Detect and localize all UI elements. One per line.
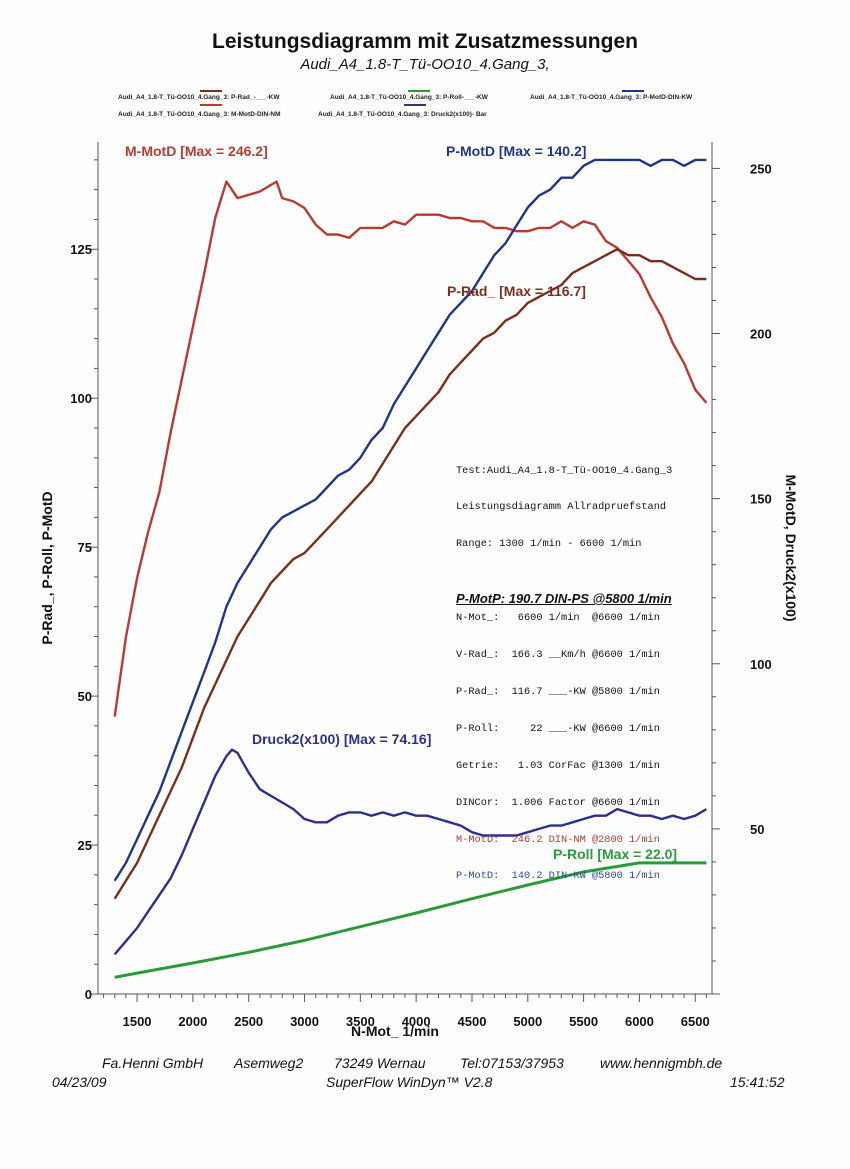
annotations: M-MotD [Max = 246.2] P-MotD [Max = 140.2]… — [125, 143, 677, 862]
y-left-tick-label: 25 — [78, 838, 92, 853]
chart-subtitle: Audi_A4_1.8-T_Tü-OO10_4.Gang_3, — [300, 56, 550, 73]
legend-swatch-p-rad — [200, 90, 222, 92]
x-tick-label: 6000 — [625, 1014, 654, 1029]
legend-label-p-roll: Audi_A4_1.8-T_Tü-OO10_4.Gang_3: P-Roll-_… — [330, 94, 488, 101]
info-line: Leistungsdiagramm Allradpruefstand — [456, 501, 667, 514]
legend-label-druck2: Audi_A4_1.8-T_Tü-OO10_4.Gang_3: Druck2(x… — [318, 111, 487, 118]
series-annotation: P-Roll [Max = 22.0] — [553, 846, 677, 862]
info-line: P-Rad_: 116.7 ___-KW @5800 1/min — [456, 685, 660, 698]
series-annotation: M-MotD [Max = 246.2] — [125, 143, 268, 159]
x-tick-label: 3500 — [346, 1014, 375, 1029]
x-tick-label: 4500 — [458, 1014, 487, 1029]
x-tick-label: 5500 — [569, 1014, 598, 1029]
info-line: P-Roll: 22 ___-KW @6600 1/min — [456, 722, 660, 735]
series-annotation: Druck2(x100) [Max = 74.16] — [252, 731, 431, 747]
chart-title: Leistungsdiagramm mit Zusatzmessungen — [212, 30, 638, 53]
legend-swatch-druck2 — [404, 104, 426, 106]
info-line-m-motd: M-MotD: 246.2 DIN-NM @2800 1/min — [456, 833, 660, 846]
y-left-tick-label: 100 — [70, 391, 92, 406]
footer-date: 04/23/09 — [52, 1074, 107, 1090]
x-tick-label: 2000 — [178, 1014, 207, 1029]
y-right-tick-label: 50 — [750, 822, 764, 837]
y-right-tick-label: 200 — [750, 327, 772, 342]
x-tick-label: 4000 — [402, 1014, 431, 1029]
x-tick-label: 6500 — [681, 1014, 710, 1029]
series-annotation: P-Rad_ [Max = 116.7] — [447, 283, 586, 299]
p-motp-summary: P-MotP: 190.7 DIN-PS @5800 1/min — [456, 591, 672, 606]
footer-software: SuperFlow WinDyn™ V2.8 — [326, 1074, 493, 1090]
info-box: Test:Audi_A4_1.8-T_Tü-OO10_4.Gang_3 Leis… — [456, 440, 672, 895]
info-line: Getrie: 1.03 CorFac @1300 1/min — [456, 759, 660, 772]
x-tick-label: 3000 — [290, 1014, 319, 1029]
legend-label-p-rad: Audi_A4_1.8-T_Tü-OO10_4.Gang_3: P-Rad_-_… — [118, 94, 280, 101]
series-lines — [113, 158, 708, 979]
series-line-m-motd — [113, 180, 708, 717]
y-axis-right-label: M-MotD, Druck2(x100) — [783, 474, 799, 621]
legend-swatch-m-motd — [200, 104, 222, 106]
legend-label-m-motd: Audi_A4_1.8-T_Tü-OO10_4.Gang_3: M-MotD-D… — [118, 111, 281, 118]
info-line: Test:Audi_A4_1.8-T_Tü-OO10_4.Gang_3 — [456, 464, 673, 477]
series-line-p-roll — [114, 861, 707, 979]
y-axis-left-label: P-Rad_, P-Roll, P-MotD — [39, 491, 55, 644]
x-tick-label: 2500 — [234, 1014, 263, 1029]
footer-street: Asemweg2 — [234, 1055, 304, 1071]
series-annotation: P-MotD [Max = 140.2] — [446, 143, 586, 159]
series-line-p-rad- — [113, 247, 707, 900]
info-line: V-Rad_: 166.3 __Km/h @6600 1/min — [456, 649, 660, 662]
info-line-p-motd: P-MotD: 140.2 DIN-KW @5800 1/min — [456, 870, 660, 883]
y-left-tick-label: 50 — [78, 689, 92, 704]
info-line — [456, 575, 672, 587]
x-axis-label: N-Mot_ 1/min — [351, 1023, 439, 1039]
footer-web: www.hennigmbh.de — [600, 1055, 723, 1071]
y-left-tick-label: 125 — [70, 242, 92, 257]
info-line: DINCor: 1.006 Factor @6600 1/min — [456, 796, 660, 809]
x-tick-label: 1500 — [123, 1014, 152, 1029]
y-left-tick-label: 75 — [78, 540, 92, 555]
y-left-tick-label: 0 — [85, 987, 92, 1002]
series-line-druck2-x100- — [113, 748, 708, 956]
legend-swatch-p-roll — [408, 90, 430, 92]
footer-time: 15:41:52 — [730, 1074, 785, 1090]
info-line: N-Mot_: 6600 1/min @6600 1/min — [456, 612, 660, 625]
legend-label-p-motd: Audi_A4_1.8-T_Tü-OO10_4.Gang_3: P-MotD-D… — [530, 94, 693, 101]
footer-company: Fa.Henni GmbH — [102, 1055, 204, 1071]
footer-tel: Tel:07153/37953 — [460, 1055, 564, 1071]
legend-swatch-p-motd — [622, 90, 644, 92]
y-right-tick-label: 250 — [750, 161, 772, 176]
series-line-p-motd — [113, 158, 707, 882]
x-tick-label: 5000 — [513, 1014, 542, 1029]
y-right-tick-label: 150 — [750, 492, 772, 507]
info-line: Range: 1300 1/min - 6600 1/min — [456, 538, 642, 551]
y-right-tick-label: 100 — [750, 657, 772, 672]
axes: 1500 2000 2500 3000 3500 4000 4500 5000 5500 6000… — [39, 142, 799, 1039]
footer-city: 73249 Wernau — [334, 1055, 426, 1071]
